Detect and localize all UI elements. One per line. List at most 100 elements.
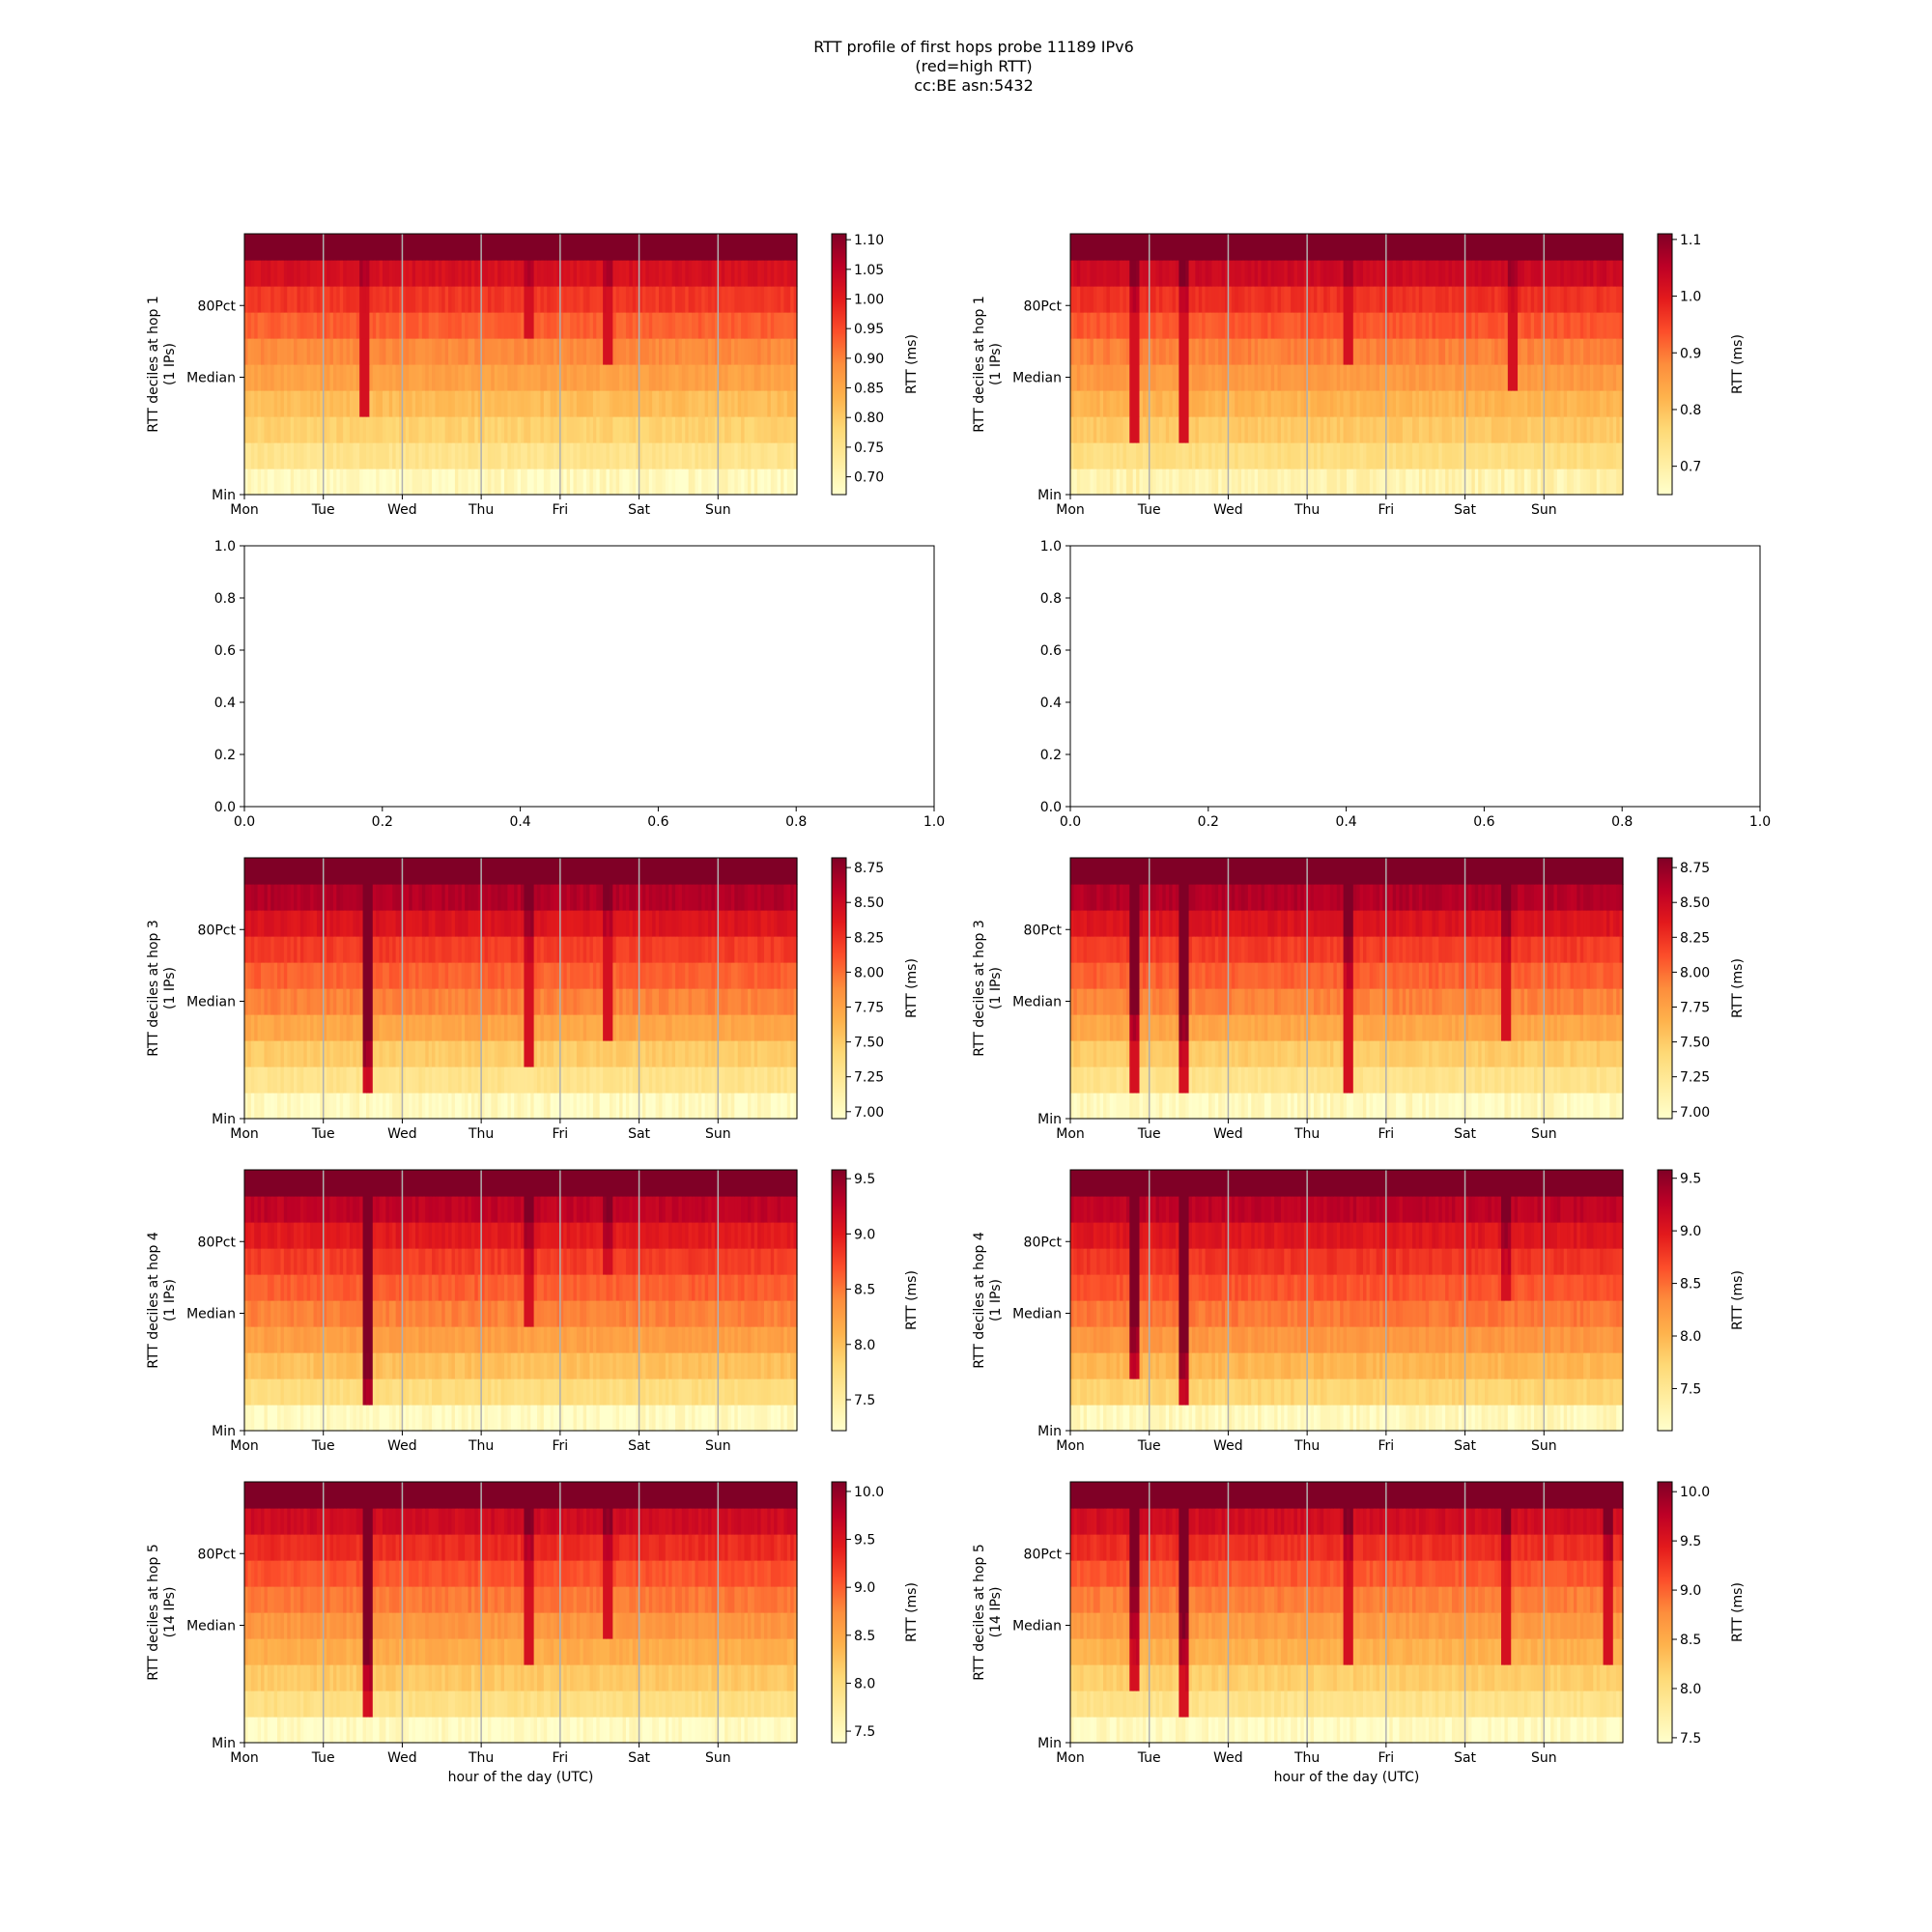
heatmap-cell — [714, 260, 719, 287]
heatmap-cell — [533, 312, 538, 339]
heatmap-cell — [1550, 338, 1555, 365]
figure-title: RTT profile of first hops probe 11189 IP… — [813, 38, 1134, 95]
heatmap-cell — [1619, 364, 1624, 391]
heatmap-cell — [675, 364, 680, 391]
heatmap-cell — [760, 1040, 765, 1067]
heatmap-cell — [1523, 260, 1528, 287]
heatmap-cell — [793, 936, 798, 963]
heatmap-cell — [1090, 442, 1094, 469]
heatmap-cell — [780, 260, 784, 287]
heatmap-cell — [744, 1093, 749, 1120]
heatmap-cell — [329, 234, 334, 261]
heatmap-cell — [721, 260, 725, 287]
heatmap-cell — [1474, 364, 1479, 391]
heatmap-cell — [1113, 364, 1118, 391]
heatmap-cell — [1300, 234, 1305, 261]
heatmap-cell — [250, 338, 255, 365]
heatmap-cell — [1583, 442, 1588, 469]
heatmap-cell — [1396, 260, 1401, 287]
heatmap-cell — [359, 1040, 364, 1067]
heatmap-cell — [543, 260, 548, 287]
heatmap-cell — [1462, 442, 1466, 469]
heatmap-cell — [494, 936, 498, 963]
heatmap-cell — [383, 234, 386, 261]
heatmap-cell — [362, 1014, 367, 1041]
heatmap-cell — [444, 260, 449, 287]
heatmap-cell — [1445, 234, 1450, 261]
heatmap-cell — [1122, 442, 1127, 469]
heatmap-cell — [297, 442, 301, 469]
heatmap-cell — [313, 936, 318, 963]
heatmap-cell — [1280, 364, 1285, 391]
heatmap-cell — [267, 910, 271, 937]
heatmap-cell — [777, 364, 781, 391]
heatmap-cell — [1616, 442, 1621, 469]
heatmap-cell — [1300, 390, 1305, 417]
heatmap-cell — [465, 1066, 469, 1094]
heatmap-cell — [659, 1014, 663, 1041]
heatmap-cell — [280, 962, 285, 989]
heatmap-cell — [438, 234, 442, 261]
heatmap-cell — [1122, 312, 1127, 339]
heatmap-cell — [648, 312, 653, 339]
heatmap-cell — [659, 390, 663, 417]
heatmap-cell — [1323, 390, 1328, 417]
heatmap-cell — [1185, 312, 1190, 339]
heatmap-cell — [648, 390, 653, 417]
heatmap-cell — [1165, 234, 1170, 261]
heatmap-cell — [415, 260, 420, 287]
heatmap-cell — [435, 1014, 440, 1041]
heatmap-cell — [596, 416, 601, 443]
heatmap-cell — [362, 312, 367, 339]
heatmap-cell — [1103, 234, 1108, 261]
heatmap-cell — [747, 962, 752, 989]
heatmap-cell — [1382, 312, 1387, 339]
heatmap-cell — [313, 988, 318, 1015]
heatmap-cell — [1347, 442, 1350, 469]
heatmap-cell — [474, 286, 479, 313]
heatmap-cell — [435, 286, 440, 313]
heatmap-cell — [441, 962, 446, 989]
heatmap-cell — [346, 884, 351, 911]
heatmap-cell — [550, 988, 554, 1015]
heatmap-cell — [757, 260, 762, 287]
heatmap-cell — [388, 312, 393, 339]
heatmap-cell — [559, 962, 564, 989]
heatmap-cell — [303, 416, 308, 443]
heatmap-cell — [662, 884, 667, 911]
heatmap-cell — [609, 910, 613, 937]
heatmap-cell — [747, 1040, 752, 1067]
heatmap-cell — [1363, 442, 1368, 469]
heatmap-cell — [747, 234, 752, 261]
colorbar-label: RTT (ms) — [904, 334, 920, 394]
heatmap-cell — [632, 936, 637, 963]
heatmap-cell — [645, 260, 650, 287]
heatmap-cell — [261, 988, 266, 1015]
heatmap-cell — [507, 416, 512, 443]
heatmap-cell — [721, 312, 725, 339]
heatmap-cell — [303, 286, 308, 313]
heatmap-cell — [244, 416, 248, 443]
heatmap-cell — [1264, 234, 1268, 261]
heatmap-cell — [451, 1014, 456, 1041]
heatmap-cell — [510, 338, 515, 365]
heatmap-cell — [415, 988, 420, 1015]
heatmap-cell — [1458, 312, 1463, 339]
heatmap-cell — [1214, 469, 1219, 496]
heatmap-cell — [1120, 442, 1124, 469]
heatmap-cell — [681, 1066, 686, 1094]
heatmap-cell — [425, 234, 430, 261]
heatmap-cell — [777, 1066, 781, 1094]
heatmap-cell — [1488, 364, 1492, 391]
heatmap-cell — [1471, 390, 1476, 417]
heatmap-cell — [563, 1014, 568, 1041]
heatmap-cell — [1211, 286, 1216, 313]
heatmap-cell — [636, 338, 640, 365]
heatmap-cell — [454, 338, 459, 365]
heatmap-cell — [280, 1040, 285, 1067]
heatmap-cell — [1570, 442, 1575, 469]
heatmap-cell — [383, 1093, 386, 1120]
heatmap-cell — [734, 962, 739, 989]
heatmap-cell — [780, 1066, 784, 1094]
heatmap-cell — [517, 936, 522, 963]
